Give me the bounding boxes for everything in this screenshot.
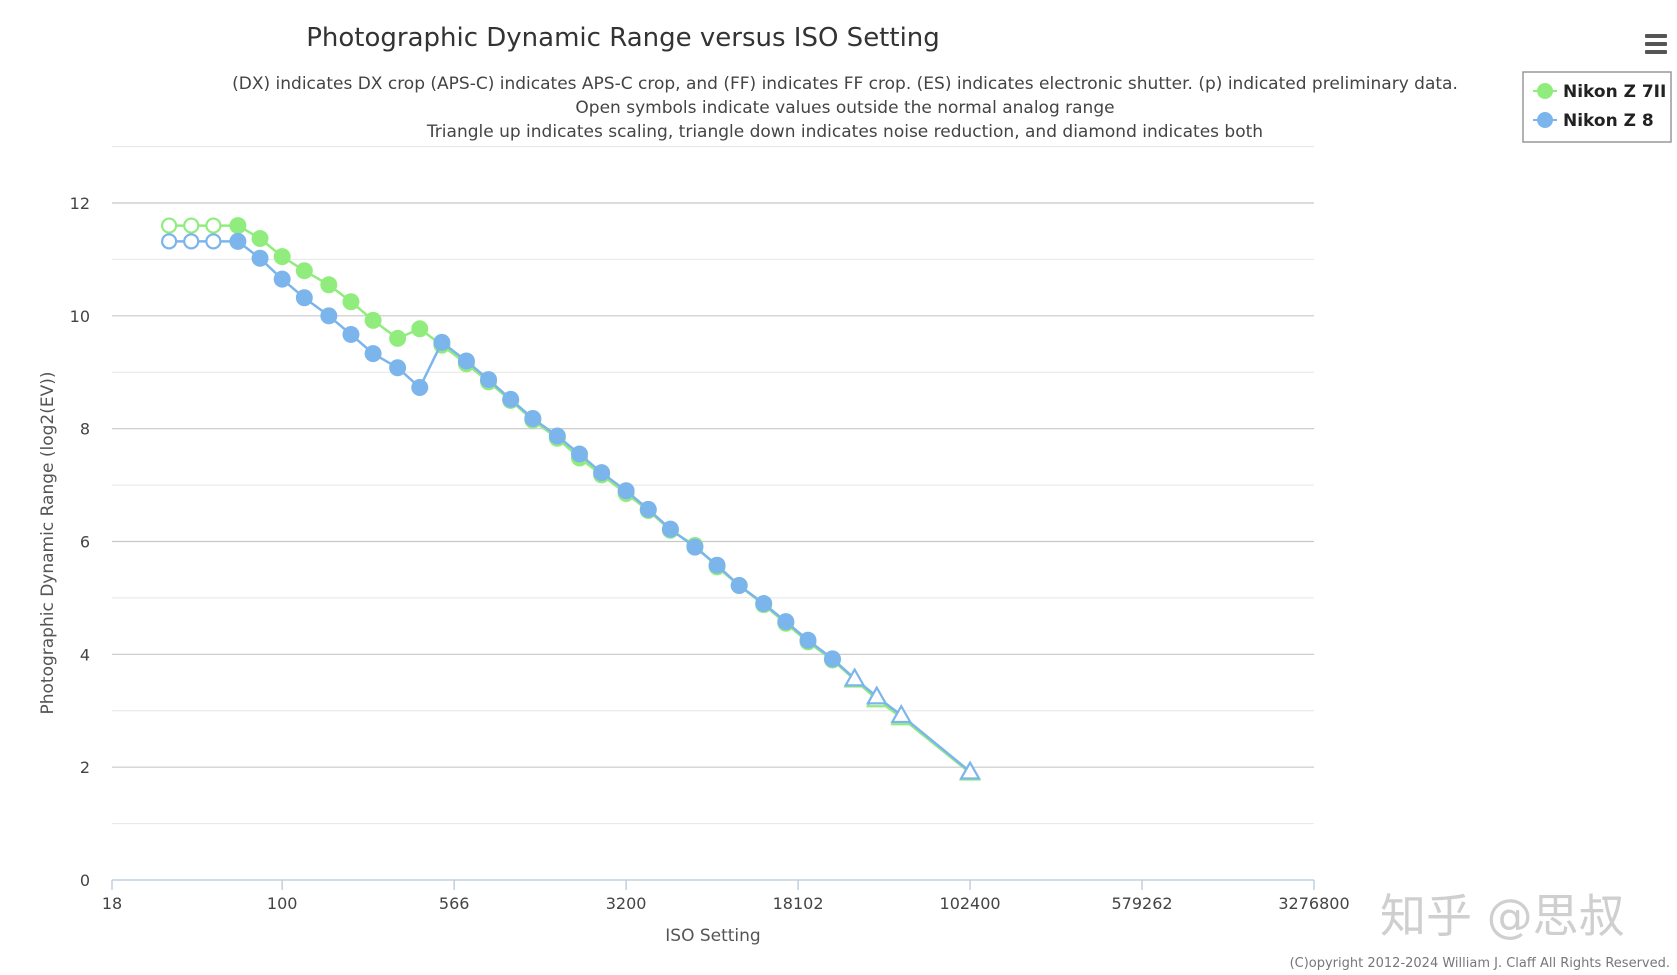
plot-area — [160, 217, 981, 781]
x-tick-label: 579262 — [1111, 894, 1172, 913]
data-point[interactable] — [411, 378, 429, 396]
y-tick-label: 0 — [80, 871, 90, 890]
data-point-triangle[interactable] — [843, 667, 866, 687]
data-point[interactable] — [229, 217, 247, 235]
data-point[interactable] — [777, 613, 795, 631]
x-tick-label: 3276800 — [1278, 894, 1349, 913]
grid — [112, 146, 1314, 825]
data-point[interactable] — [502, 390, 520, 408]
data-point[interactable] — [548, 427, 566, 445]
legend-label-nikon-z8: Nikon Z 8 — [1563, 111, 1654, 131]
x-axis-title: ISO Setting — [665, 926, 760, 946]
data-point[interactable] — [295, 262, 313, 280]
watermark: 知乎 @思叔 — [1380, 889, 1625, 943]
chart-subtitle-line-3: Triangle up indicates scaling, triangle … — [426, 122, 1263, 142]
data-point-triangle[interactable] — [959, 760, 981, 780]
legend-item-nikon-z8[interactable]: Nikon Z 8 — [1533, 111, 1654, 131]
data-point[interactable] — [799, 631, 817, 649]
data-point[interactable] — [364, 311, 382, 329]
data-point[interactable] — [480, 371, 498, 389]
y-tick-label: 2 — [80, 758, 90, 777]
data-point[interactable] — [389, 359, 407, 377]
copyright-credit: (C)opyright 2012-2024 William J. Claff A… — [1290, 956, 1670, 971]
data-point[interactable] — [411, 320, 429, 338]
data-point[interactable] — [730, 577, 748, 595]
data-point-triangle[interactable] — [890, 704, 913, 724]
axes: 0 2 4 6 8 10 12 18 100 566 3200 18102 102400 579262 32… — [70, 194, 1350, 913]
legend-item-nikon-z7ii[interactable]: Nikon Z 7II — [1533, 82, 1666, 102]
y-tick-label: 8 — [80, 420, 90, 439]
data-point[interactable] — [570, 445, 588, 463]
legend-marker-nikon-z7ii — [1537, 83, 1553, 99]
x-tick-label: 18102 — [773, 894, 824, 913]
legend: Nikon Z 7II Nikon Z 8 — [1522, 71, 1672, 143]
y-tick-label: 10 — [70, 307, 90, 326]
data-point[interactable] — [364, 345, 382, 363]
legend-label-nikon-z7ii: Nikon Z 7II — [1563, 82, 1666, 102]
data-point[interactable] — [273, 248, 291, 266]
data-point[interactable] — [755, 595, 773, 613]
chart-subtitle-line-1: (DX) indicates DX crop (APS-C) indicates… — [232, 74, 1458, 94]
data-point-open[interactable] — [205, 233, 222, 250]
series-line — [169, 224, 971, 774]
data-point[interactable] — [342, 293, 360, 311]
data-point[interactable] — [593, 464, 611, 482]
data-point[interactable] — [433, 333, 451, 351]
data-point[interactable] — [320, 307, 338, 325]
data-point[interactable] — [639, 500, 657, 518]
x-tick-label: 100 — [267, 894, 298, 913]
data-point[interactable] — [251, 230, 269, 248]
chart-subtitle-line-2: Open symbols indicate values outside the… — [575, 98, 1114, 118]
x-tick-label: 566 — [439, 894, 470, 913]
legend-marker-nikon-z8 — [1537, 112, 1553, 128]
data-point[interactable] — [661, 520, 679, 538]
data-point-open[interactable] — [160, 217, 178, 234]
data-point[interactable] — [320, 276, 338, 294]
data-point[interactable] — [295, 289, 313, 307]
data-point[interactable] — [251, 249, 269, 267]
data-point[interactable] — [686, 538, 704, 556]
series-nikon-z8 — [160, 232, 981, 780]
x-tick-label: 3200 — [606, 894, 647, 913]
y-tick-label: 4 — [80, 645, 90, 664]
data-point[interactable] — [617, 482, 635, 500]
series-line — [169, 240, 971, 773]
x-tick-label: 18 — [102, 894, 122, 913]
data-point-open[interactable] — [183, 217, 200, 234]
y-axis-title: Photographic Dynamic Range (log2(EV)) — [38, 371, 58, 714]
chart-title: Photographic Dynamic Range versus ISO Se… — [306, 23, 940, 53]
data-point-open[interactable] — [183, 233, 200, 250]
data-point[interactable] — [273, 270, 291, 288]
hamburger-menu-icon[interactable] — [1644, 34, 1668, 58]
data-point[interactable] — [457, 352, 475, 370]
data-point[interactable] — [524, 410, 542, 428]
data-point-triangle[interactable] — [865, 685, 888, 705]
data-point[interactable] — [229, 232, 247, 250]
y-tick-label: 12 — [70, 194, 90, 213]
x-tick-label: 102400 — [940, 894, 1001, 913]
data-point-open[interactable] — [205, 217, 222, 234]
data-point[interactable] — [389, 329, 407, 347]
y-tick-label: 6 — [80, 533, 90, 552]
data-point-open[interactable] — [160, 233, 178, 250]
data-point[interactable] — [342, 325, 360, 343]
data-point[interactable] — [823, 650, 841, 668]
data-point[interactable] — [708, 556, 726, 574]
